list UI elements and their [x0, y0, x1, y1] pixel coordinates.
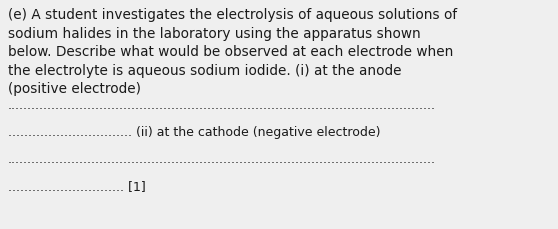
Text: (e) A student investigates the electrolysis of aqueous solutions of
sodium halid: (e) A student investigates the electroly…: [8, 8, 457, 96]
Text: ................................................................................: ........................................…: [8, 98, 436, 112]
Text: ............................. [1]: ............................. [1]: [8, 179, 146, 192]
Text: ............................... (ii) at the cathode (negative electrode): ............................... (ii) at …: [8, 125, 381, 138]
Text: ................................................................................: ........................................…: [8, 152, 436, 165]
